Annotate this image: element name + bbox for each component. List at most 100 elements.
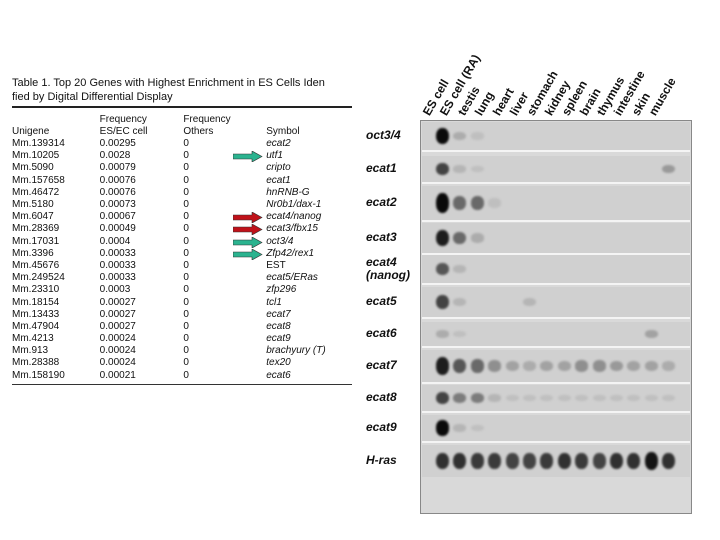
cell-frequency-es: 0.00027 [99,308,136,320]
gene-label: ecat1 [366,161,397,175]
cell-unigene: Mm.45676 [12,259,60,271]
band [592,360,606,372]
header-freq-others: Frequency Others [183,114,231,137]
cell-symbol: ecat8 [266,320,291,332]
cell-frequency-others: 0 [183,308,189,320]
table-row: Mm.23310 0.0003 0 zfp296 [12,284,352,296]
band [470,165,484,173]
band [488,198,502,208]
cell-arrow [231,370,267,382]
header-freq-es: Frequency ES/EC cell [99,114,148,137]
band [488,360,502,372]
band [436,127,449,145]
band [592,394,606,402]
band [627,394,641,402]
cell-symbol: ecat2 [266,138,291,150]
band [436,229,449,247]
gene-label: ecat9 [366,420,397,434]
blot-strip [422,223,690,253]
cell-frequency-others: 0 [183,186,189,198]
cell-frequency-others: 0 [183,162,189,174]
table-row: Mm.5090 0.00079 0 cripto [12,162,352,174]
cell-frequency-es: 0.00295 [99,138,136,150]
cell-frequency-es: 0.00033 [99,247,136,259]
band [436,192,449,214]
cell-arrow [231,333,267,345]
band [436,452,449,470]
blot-strip [422,186,690,220]
cell-symbol: Nr0b1/dax-1 [266,199,322,211]
blot-strip [422,255,690,283]
cell-unigene: Mm.10205 [12,150,60,162]
band [505,453,519,469]
cell-frequency-others: 0 [183,259,189,271]
table-row: Mm.45676 0.00033 0 EST [12,260,352,272]
band [470,132,484,140]
cell-frequency-others: 0 [183,284,189,296]
band [540,452,554,470]
header-unigene: Unigene [12,126,50,137]
cell-frequency-others: 0 [183,138,189,150]
band [644,451,658,471]
band [436,162,449,176]
lane-headers: ES cell ES cell (RA) testis lung heart liver s… [360,52,710,118]
band [453,330,467,338]
band [540,394,554,402]
band [470,233,484,243]
cell-unigene: Mm.13433 [12,308,60,320]
gene-label: ecat2 [366,195,397,209]
northern-blot-panel: ES cell ES cell (RA) testis lung heart liver s… [360,52,710,514]
band [592,453,606,469]
band [557,394,571,402]
band [662,361,676,371]
cell-frequency-others: 0 [183,150,189,162]
cell-frequency-others: 0 [183,296,189,308]
cell-frequency-es: 0.00024 [99,345,136,357]
band [662,452,676,470]
cell-frequency-es: 0.00024 [99,357,136,369]
cell-frequency-others: 0 [183,199,189,211]
cell-frequency-es: 0.00067 [99,211,136,223]
band [505,360,519,372]
red-arrow-icon [232,224,263,236]
cell-arrow [231,199,267,211]
cell-symbol: oct3/4 [266,235,294,247]
strip-separator [422,283,690,285]
band [453,165,467,173]
gene-label: ecat3 [366,230,397,244]
blot-strip [422,322,690,346]
cell-frequency-es: 0.00079 [99,162,136,174]
cell-arrow [231,223,267,236]
cell-frequency-es: 0.00073 [99,199,136,211]
table-row: Mm.13433 0.00027 0 ecat7 [12,309,352,321]
cell-arrow [231,236,267,248]
table-row: Mm.28388 0.00024 0 tex20 [12,357,352,369]
band [453,265,467,273]
band [436,330,449,338]
cell-arrow [231,272,267,284]
cell-frequency-es: 0.00027 [99,320,136,332]
cell-frequency-es: 0.00021 [99,369,136,381]
band [453,231,467,245]
cell-arrow [231,309,267,321]
strip-separator [422,253,690,255]
cell-unigene: Mm.5180 [12,199,54,211]
cell-frequency-es: 0.00076 [99,186,136,198]
cell-arrow [231,175,267,187]
cell-unigene: Mm.18154 [12,296,60,308]
band [610,394,623,402]
cell-arrow [231,296,267,308]
cell-symbol: ecat1 [266,174,291,186]
cell-frequency-es: 0.00024 [99,333,136,345]
cell-unigene: Mm.139314 [12,138,65,150]
cell-frequency-others: 0 [183,247,189,259]
blot-strip [422,445,690,477]
band [575,360,589,372]
red-arrow-icon [232,212,263,224]
band [662,394,676,402]
band [540,360,554,372]
gene-label: ecat8 [366,390,397,404]
cell-symbol: Zfp42/rex1 [266,247,315,259]
bottom-rule [12,383,352,385]
gene-label: ecat5 [366,294,397,308]
